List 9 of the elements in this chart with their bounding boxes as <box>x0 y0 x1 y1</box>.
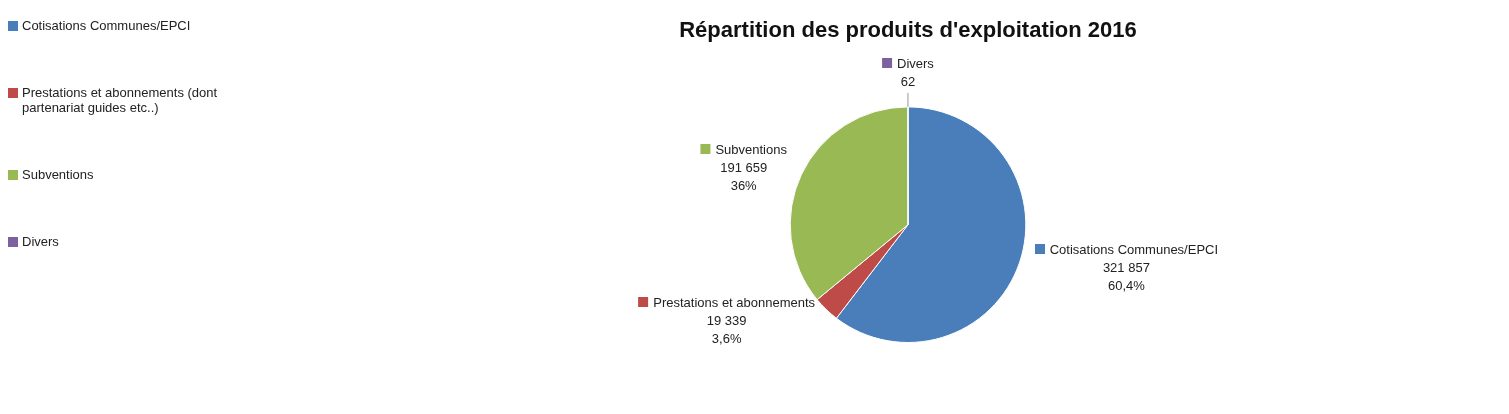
legend-label: Divers <box>22 234 59 249</box>
legend-label: Prestations et abonnements (dont partenariat guides etc..) <box>22 85 219 115</box>
legend-label: Cotisations Communes/EPCI <box>22 18 191 33</box>
data-label: Prestations et abonnements 19 339 3,6% <box>652 294 816 348</box>
data-label: Divers 62 <box>896 54 934 91</box>
data-label: Subventions 191 659 36% <box>714 140 787 195</box>
data-label: Cotisations Communes/EPCI 321 857 60,4% <box>1048 240 1219 295</box>
legend-label: Subventions <box>22 167 94 182</box>
chart-title: Répartition des produits d'exploitation 2016 <box>679 17 1137 43</box>
